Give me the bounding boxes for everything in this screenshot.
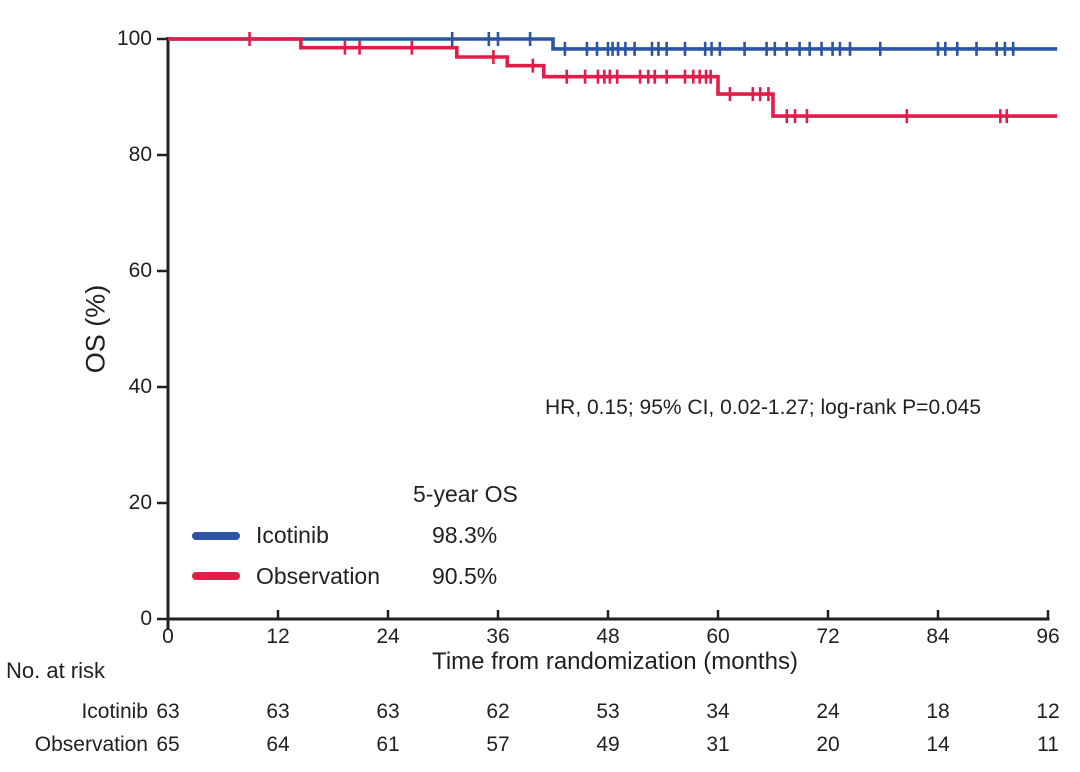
at-risk-count: 57 [486,733,510,756]
observation-swatch [192,572,240,580]
icotinib-swatch [192,532,240,540]
at-risk-row-label-icotinib: Icotinib [81,700,148,723]
at-risk-count: 14 [926,733,950,756]
x-tick-label: 84 [926,625,950,648]
y-tick-label: 20 [128,491,152,514]
observation-curve [168,37,1058,118]
x-tick-label: 96 [1036,625,1060,648]
at-risk-count: 63 [376,700,400,723]
at-risk-count: 24 [816,700,840,723]
x-tick-label: 12 [266,625,290,648]
at-risk-count: 20 [816,733,840,756]
x-axis-title: Time from randomization (months) [432,648,798,675]
at-risk-count: 49 [596,733,620,756]
y-tick-label: 80 [128,143,152,166]
x-tick-label: 72 [816,625,840,648]
at-risk-count: 18 [926,700,950,723]
legend-value-icotinib: 98.3% [432,522,498,548]
legend-label-observation: Observation [256,563,381,589]
at-risk-row-label-observation: Observation [34,733,148,756]
x-tick-label: 24 [376,625,400,648]
y-tick-label: 40 [128,375,152,398]
at-risk-title: No. at risk [6,658,106,683]
y-tick-label: 0 [140,607,152,630]
at-risk-count: 12 [1036,700,1060,723]
at-risk-count: 63 [266,700,290,723]
y-tick-label: 100 [116,27,152,50]
at-risk-count: 61 [376,733,400,756]
y-tick-label: 60 [128,259,152,282]
legend-label-icotinib: Icotinib [256,522,329,548]
at-risk-count: 53 [596,700,620,723]
at-risk-count: 63 [156,700,180,723]
x-tick-label: 0 [162,625,174,648]
legend-header: 5-year OS [413,481,518,507]
x-tick-label: 60 [706,625,730,648]
y-axis-title: OS (%) [80,284,111,374]
at-risk-count: 31 [706,733,730,756]
at-risk-count: 62 [486,700,510,723]
legend-value-observation: 90.5% [432,563,498,589]
x-tick-label: 36 [486,625,510,648]
icotinib-curve [168,37,1058,51]
at-risk-count: 64 [266,733,290,756]
at-risk-count: 34 [706,700,730,723]
at-risk-count: 65 [156,733,180,756]
x-tick-label: 48 [596,625,620,648]
stats-annotation: HR, 0.15; 95% CI, 0.02-1.27; log-rank P=… [544,396,982,419]
at-risk-count: 11 [1037,733,1059,756]
